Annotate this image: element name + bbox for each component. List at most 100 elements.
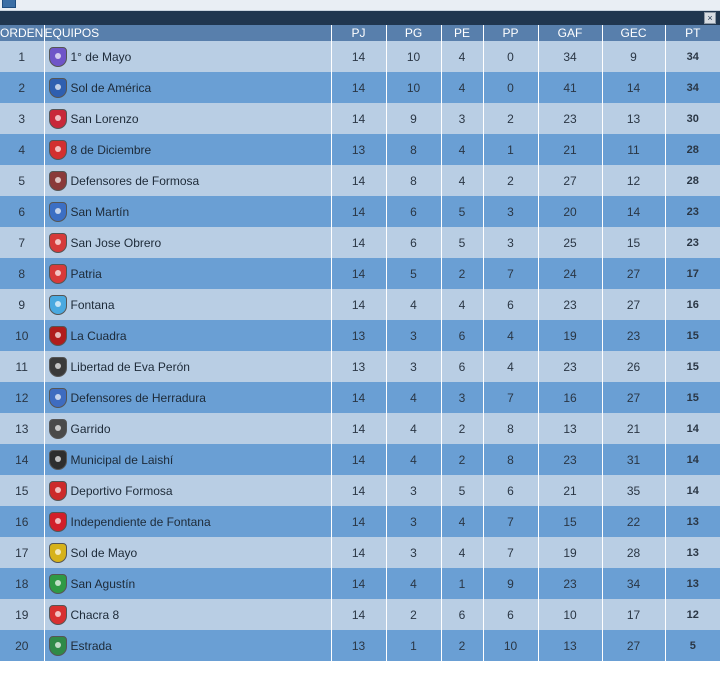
cell-pj: 14 bbox=[330, 227, 386, 258]
header-pg[interactable]: PG bbox=[385, 25, 441, 41]
cell-gaf: 20 bbox=[537, 196, 602, 227]
cell-pe: 4 bbox=[440, 537, 483, 568]
table-row[interactable]: 11 Libertad de Eva Perón 13 3 6 4 23 26 15 bbox=[0, 351, 720, 382]
team-name-link[interactable]: Garrido bbox=[70, 421, 111, 436]
cell-pj: 14 bbox=[330, 599, 386, 630]
team-cell: San Jose Obrero bbox=[45, 227, 331, 258]
header-pe[interactable]: PE bbox=[440, 25, 483, 41]
bottom-strip bbox=[0, 674, 720, 678]
table-row[interactable]: 13 Garrido 14 4 2 8 13 21 14 bbox=[0, 413, 720, 444]
cell-pt: 5 bbox=[664, 630, 720, 661]
team-cell: San Agustín bbox=[45, 568, 331, 599]
team-crest-icon bbox=[48, 139, 67, 160]
table-row[interactable]: 10 La Cuadra 13 3 6 4 19 23 15 bbox=[0, 320, 720, 351]
table-row[interactable]: 18 San Agustín 14 4 1 9 23 34 13 bbox=[0, 568, 720, 599]
header-gaf[interactable]: GAF bbox=[537, 25, 602, 41]
cell-gaf: 15 bbox=[537, 506, 602, 537]
cell-pp: 7 bbox=[482, 258, 538, 289]
cell-pp: 0 bbox=[482, 72, 538, 103]
team-name-link[interactable]: Independiente de Fontana bbox=[70, 514, 211, 529]
cell-pp: 6 bbox=[482, 289, 538, 320]
cell-pe: 5 bbox=[440, 196, 483, 227]
cell-pj: 14 bbox=[330, 413, 386, 444]
table-row[interactable]: 9 Fontana 14 4 4 6 23 27 16 bbox=[0, 289, 720, 320]
cell-pe: 4 bbox=[440, 506, 483, 537]
team-name-link[interactable]: Deportivo Formosa bbox=[70, 483, 173, 498]
cell-gaf: 13 bbox=[537, 413, 602, 444]
header-orden[interactable]: ORDEN bbox=[0, 25, 44, 41]
team-name-link[interactable]: Estrada bbox=[70, 638, 112, 653]
cell-pt: 30 bbox=[664, 103, 720, 134]
team-name-link[interactable]: Municipal de Laishí bbox=[70, 452, 174, 467]
table-row[interactable]: 1 1° de Mayo 14 10 4 0 34 9 34 bbox=[0, 41, 720, 72]
cell-pg: 5 bbox=[385, 258, 441, 289]
cell-pj: 14 bbox=[330, 568, 386, 599]
team-name-link[interactable]: Defensores de Herradura bbox=[70, 390, 206, 405]
cell-pt: 23 bbox=[664, 227, 720, 258]
team-name-link[interactable]: Fontana bbox=[70, 297, 115, 312]
header-equipos[interactable]: EQUIPOS bbox=[43, 25, 331, 41]
team-name-link[interactable]: San Jose Obrero bbox=[70, 235, 162, 250]
close-button[interactable]: × bbox=[704, 12, 716, 24]
cell-pp: 0 bbox=[482, 41, 538, 72]
team-name-link[interactable]: Libertad de Eva Perón bbox=[70, 359, 190, 374]
cell-gec: 31 bbox=[601, 444, 665, 475]
table-row[interactable]: 7 San Jose Obrero 14 6 5 3 25 15 23 bbox=[0, 227, 720, 258]
table-row[interactable]: 20 Estrada 13 1 2 10 13 27 5 bbox=[0, 630, 720, 661]
team-name-link[interactable]: Patria bbox=[70, 266, 102, 281]
team-crest-icon bbox=[48, 604, 67, 625]
cell-gaf: 23 bbox=[537, 351, 602, 382]
team-crest-icon bbox=[48, 325, 67, 346]
cell-equipo: Deportivo Formosa bbox=[43, 475, 331, 506]
team-name-link[interactable]: San Martín bbox=[70, 204, 130, 219]
table-row[interactable]: 16 Independiente de Fontana 14 3 4 7 15 22 13 bbox=[0, 506, 720, 537]
table-row[interactable]: 19 Chacra 8 14 2 6 6 10 17 12 bbox=[0, 599, 720, 630]
cell-pj: 13 bbox=[330, 134, 386, 165]
cell-pe: 3 bbox=[440, 103, 483, 134]
team-crest-icon bbox=[48, 201, 67, 222]
team-name-link[interactable]: San Lorenzo bbox=[70, 111, 139, 126]
team-name-link[interactable]: Chacra 8 bbox=[70, 607, 120, 622]
cell-gec: 27 bbox=[601, 289, 665, 320]
cell-gaf: 19 bbox=[537, 537, 602, 568]
team-name-link[interactable]: Sol de Mayo bbox=[70, 545, 138, 560]
team-crest-icon bbox=[48, 635, 67, 656]
cell-pt: 28 bbox=[664, 165, 720, 196]
table-row[interactable]: 5 Defensores de Formosa 14 8 4 2 27 12 28 bbox=[0, 165, 720, 196]
table-row[interactable]: 6 San Martín 14 6 5 3 20 14 23 bbox=[0, 196, 720, 227]
cell-gec: 14 bbox=[601, 196, 665, 227]
team-cell: La Cuadra bbox=[45, 320, 331, 351]
cell-pe: 1 bbox=[440, 568, 483, 599]
header-gec[interactable]: GEC bbox=[601, 25, 665, 41]
cell-pg: 1 bbox=[385, 630, 441, 661]
team-cell: Municipal de Laishí bbox=[45, 444, 331, 475]
cell-pg: 9 bbox=[385, 103, 441, 134]
table-row[interactable]: 3 San Lorenzo 14 9 3 2 23 13 30 bbox=[0, 103, 720, 134]
team-name-link[interactable]: Sol de América bbox=[70, 80, 152, 95]
cell-pt: 16 bbox=[664, 289, 720, 320]
table-row[interactable]: 17 Sol de Mayo 14 3 4 7 19 28 13 bbox=[0, 537, 720, 568]
cell-equipo: Libertad de Eva Perón bbox=[43, 351, 331, 382]
team-crest-icon bbox=[48, 46, 67, 67]
table-row[interactable]: 8 Patria 14 5 2 7 24 27 17 bbox=[0, 258, 720, 289]
table-row[interactable]: 2 Sol de América 14 10 4 0 41 14 34 bbox=[0, 72, 720, 103]
header-pj[interactable]: PJ bbox=[330, 25, 386, 41]
team-name-link[interactable]: San Agustín bbox=[70, 576, 136, 591]
cell-equipo: Sol de Mayo bbox=[43, 537, 331, 568]
cell-pe: 2 bbox=[440, 258, 483, 289]
team-name-link[interactable]: Defensores de Formosa bbox=[70, 173, 200, 188]
table-row[interactable]: 14 Municipal de Laishí 14 4 2 8 23 31 14 bbox=[0, 444, 720, 475]
team-name-link[interactable]: La Cuadra bbox=[70, 328, 127, 343]
team-name-link[interactable]: 1° de Mayo bbox=[70, 49, 132, 64]
header-pt[interactable]: PT bbox=[664, 25, 720, 41]
cell-pj: 13 bbox=[330, 351, 386, 382]
cell-pp: 6 bbox=[482, 475, 538, 506]
cell-pp: 4 bbox=[482, 351, 538, 382]
table-row[interactable]: 15 Deportivo Formosa 14 3 5 6 21 35 14 bbox=[0, 475, 720, 506]
team-cell: Fontana bbox=[45, 289, 331, 320]
cell-equipo: Independiente de Fontana bbox=[43, 506, 331, 537]
header-pp[interactable]: PP bbox=[482, 25, 538, 41]
team-name-link[interactable]: 8 de Diciembre bbox=[70, 142, 152, 157]
table-row[interactable]: 12 Defensores de Herradura 14 4 3 7 16 27 15 bbox=[0, 382, 720, 413]
